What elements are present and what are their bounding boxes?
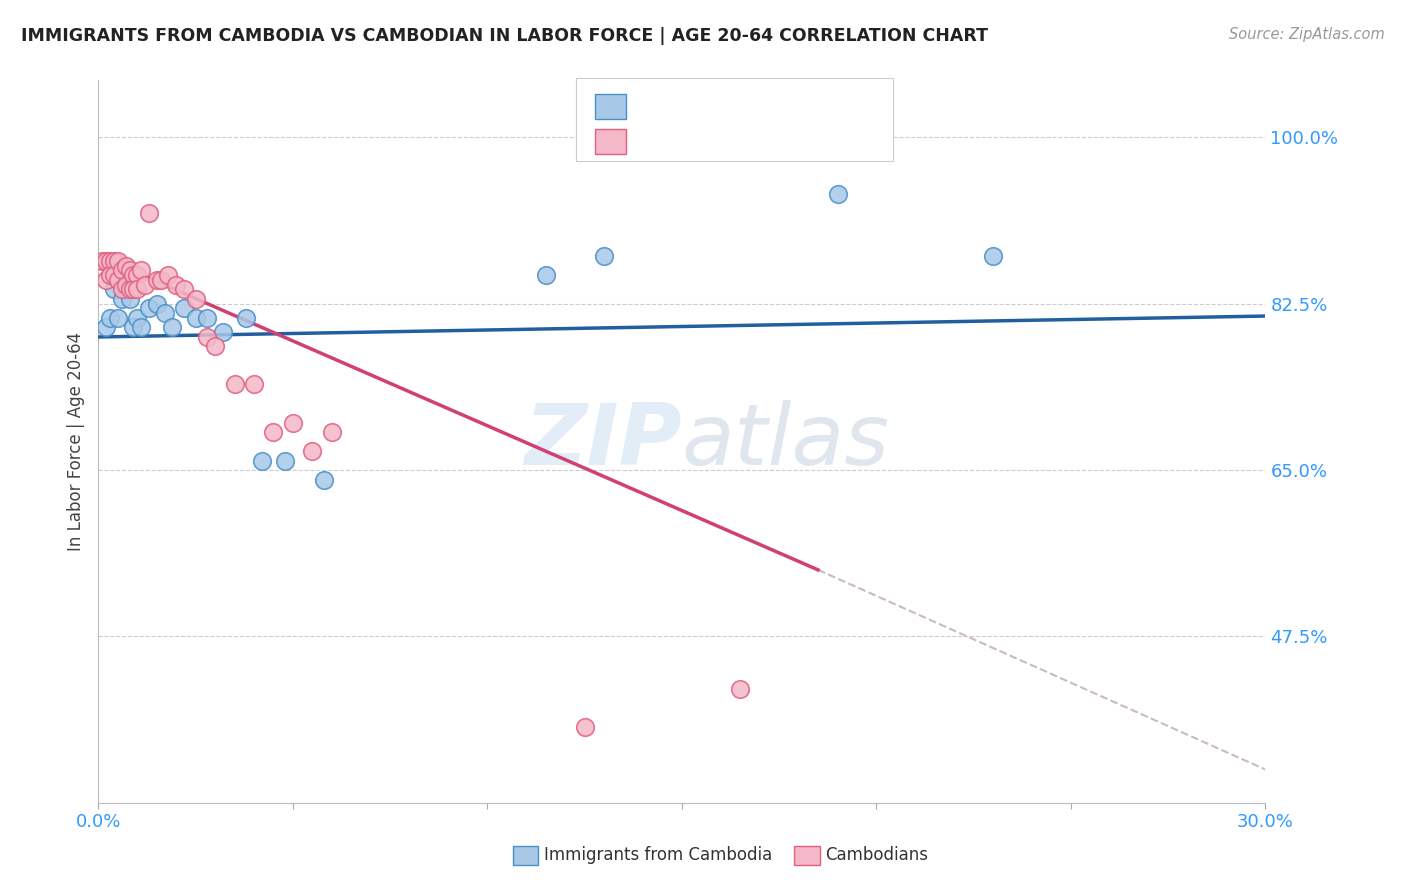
Point bbox=[103, 268, 125, 282]
Point bbox=[127, 310, 149, 325]
Point bbox=[107, 273, 129, 287]
Point bbox=[165, 277, 187, 292]
Point bbox=[184, 310, 207, 325]
Point bbox=[118, 282, 141, 296]
Point bbox=[224, 377, 246, 392]
Point bbox=[593, 249, 616, 263]
Point bbox=[730, 681, 752, 696]
Point bbox=[103, 282, 125, 296]
Point bbox=[138, 206, 160, 220]
Point bbox=[981, 249, 1004, 263]
Point bbox=[96, 273, 118, 287]
Point bbox=[122, 282, 145, 296]
Point bbox=[235, 310, 257, 325]
Point bbox=[114, 259, 136, 273]
Point bbox=[134, 277, 156, 292]
Point bbox=[107, 253, 129, 268]
Point bbox=[173, 282, 195, 296]
Point bbox=[195, 310, 218, 325]
Point bbox=[195, 330, 218, 344]
Point bbox=[301, 444, 323, 458]
Text: R =: R = bbox=[631, 132, 668, 150]
Point bbox=[321, 425, 343, 439]
Point bbox=[111, 292, 134, 306]
Text: 26: 26 bbox=[768, 98, 790, 116]
Text: Immigrants from Cambodia: Immigrants from Cambodia bbox=[544, 847, 772, 864]
Point bbox=[114, 277, 136, 292]
Point bbox=[173, 301, 195, 316]
Point bbox=[250, 453, 273, 467]
Point bbox=[184, 292, 207, 306]
Point bbox=[103, 253, 125, 268]
Text: N =: N = bbox=[744, 132, 780, 150]
Point bbox=[98, 310, 121, 325]
Text: 0.080: 0.080 bbox=[668, 98, 720, 116]
Point bbox=[127, 282, 149, 296]
Point bbox=[243, 377, 266, 392]
Point bbox=[274, 453, 297, 467]
Point bbox=[212, 325, 235, 339]
Point bbox=[146, 296, 169, 310]
Point bbox=[534, 268, 557, 282]
Point bbox=[107, 310, 129, 325]
Point bbox=[98, 268, 121, 282]
Point bbox=[91, 253, 114, 268]
Text: Source: ZipAtlas.com: Source: ZipAtlas.com bbox=[1229, 27, 1385, 42]
Text: ZIP: ZIP bbox=[524, 400, 682, 483]
Point bbox=[111, 282, 134, 296]
Point bbox=[118, 263, 141, 277]
Point bbox=[157, 268, 180, 282]
Point bbox=[98, 253, 121, 268]
Point bbox=[114, 282, 136, 296]
Point bbox=[138, 301, 160, 316]
Point bbox=[127, 268, 149, 282]
Point bbox=[204, 339, 226, 353]
Text: -0.441: -0.441 bbox=[668, 132, 727, 150]
Text: R =: R = bbox=[631, 98, 668, 116]
Point bbox=[281, 416, 304, 430]
Point bbox=[118, 292, 141, 306]
Text: atlas: atlas bbox=[682, 400, 890, 483]
Point bbox=[146, 273, 169, 287]
Point bbox=[827, 187, 849, 202]
Point bbox=[262, 425, 284, 439]
Point bbox=[96, 320, 118, 334]
Text: Cambodians: Cambodians bbox=[825, 847, 928, 864]
Y-axis label: In Labor Force | Age 20-64: In Labor Force | Age 20-64 bbox=[66, 332, 84, 551]
Point bbox=[122, 320, 145, 334]
Point bbox=[312, 473, 335, 487]
Point bbox=[111, 263, 134, 277]
Point bbox=[122, 268, 145, 282]
Text: N =: N = bbox=[733, 98, 769, 116]
Point bbox=[149, 273, 172, 287]
Point bbox=[153, 306, 176, 320]
Point bbox=[129, 320, 152, 334]
Point bbox=[162, 320, 184, 334]
Point bbox=[96, 253, 118, 268]
Point bbox=[129, 263, 152, 277]
Text: 38: 38 bbox=[779, 132, 801, 150]
Point bbox=[574, 720, 596, 734]
Text: IMMIGRANTS FROM CAMBODIA VS CAMBODIAN IN LABOR FORCE | AGE 20-64 CORRELATION CHA: IMMIGRANTS FROM CAMBODIA VS CAMBODIAN IN… bbox=[21, 27, 988, 45]
